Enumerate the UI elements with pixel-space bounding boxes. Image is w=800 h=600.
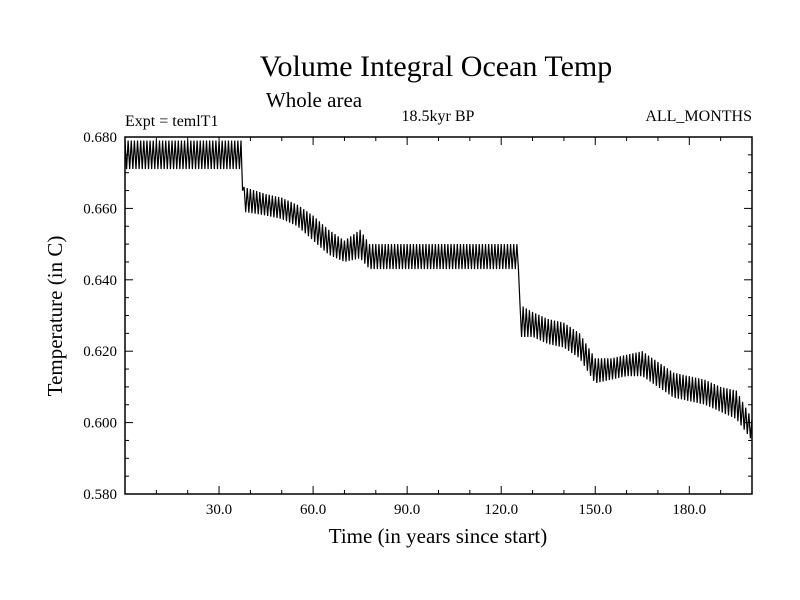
months-label: ALL_MONTHS	[645, 108, 752, 125]
y-tick-label: 0.580	[83, 487, 117, 503]
data-layer	[124, 140, 753, 439]
x-tick-label: 150.0	[578, 502, 612, 518]
x-tick-label: 90.0	[394, 502, 420, 518]
y-tick-label: 0.600	[83, 416, 117, 432]
y-tick-label: 0.620	[83, 344, 117, 360]
chart-title: Volume Integral Ocean Temp	[260, 50, 613, 83]
x-axis-label: Time (in years since start)	[329, 524, 548, 548]
period-label: 18.5kyr BP	[402, 108, 475, 125]
ticks-layer: 0.580 0.600 0.620 0.640 0.660 0.680 30.0 60.0 90…	[83, 130, 752, 518]
series-line	[124, 140, 753, 439]
chart-subtitle: Whole area	[266, 88, 363, 112]
y-tick-label: 0.680	[83, 130, 117, 146]
x-tick-label: 30.0	[206, 502, 232, 518]
y-tick-label: 0.640	[83, 273, 117, 289]
plot-frame	[124, 136, 753, 495]
y-axis-label: Temperature (in C)	[43, 236, 67, 397]
x-tick-label: 120.0	[484, 502, 518, 518]
y-tick-label: 0.660	[83, 201, 117, 217]
experiment-label: Expt = temlT1	[125, 113, 218, 130]
x-tick-label: 180.0	[672, 502, 706, 518]
x-tick-label: 60.0	[300, 502, 326, 518]
